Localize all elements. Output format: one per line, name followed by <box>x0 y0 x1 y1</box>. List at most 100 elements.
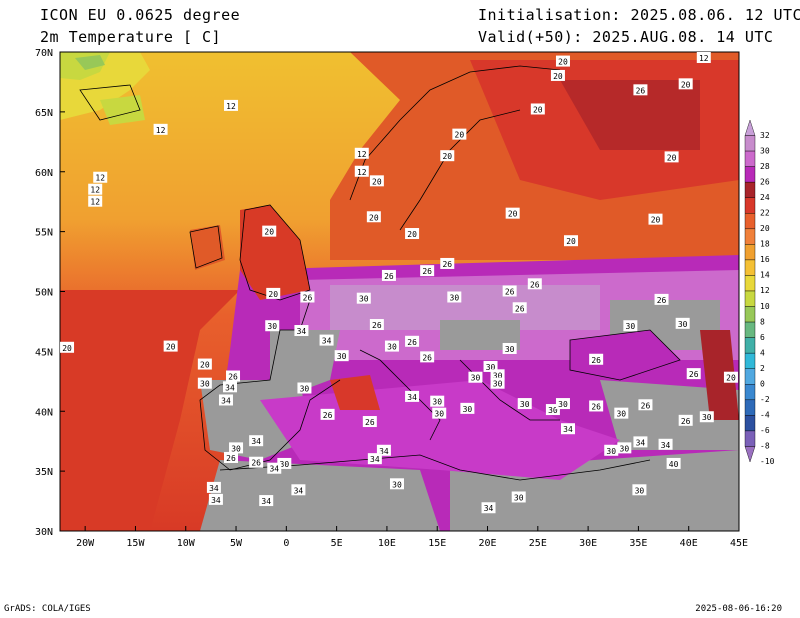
contour-label: 30 <box>623 320 638 332</box>
colorbar-label: 10 <box>760 302 770 311</box>
colorbar-swatch <box>744 213 756 230</box>
contour-label: 34 <box>294 325 309 337</box>
contour-label-box <box>262 225 277 237</box>
contour-label-box <box>265 320 280 332</box>
contour-label-text: 26 <box>422 267 432 276</box>
contour-label: 26 <box>678 414 693 426</box>
lon-label: 5E <box>331 538 343 549</box>
contour-label: 30 <box>604 444 619 456</box>
contour-label: 20 <box>266 287 281 299</box>
contour-label-text: 30 <box>450 293 460 302</box>
contour-label-box <box>675 317 690 329</box>
contour-label-box <box>224 99 239 111</box>
contour-label-box <box>249 435 264 447</box>
colorbar-label: 28 <box>760 162 770 171</box>
contour-label-text: 26 <box>228 373 238 382</box>
contour-label-box <box>696 51 711 63</box>
contour-label-text: 20 <box>372 177 382 186</box>
contour-label-text: 30 <box>432 398 442 407</box>
contour-label-text: 12 <box>95 174 105 183</box>
contour-label-text: 30 <box>463 405 473 414</box>
contour-label: 30 <box>511 491 526 503</box>
contour-label-box <box>376 444 391 456</box>
contour-label-text: 26 <box>226 454 236 463</box>
lon-label: 40E <box>680 538 698 549</box>
contour-label-text: 30 <box>300 384 310 393</box>
contour-label-box <box>555 398 570 410</box>
colorbar-label: 12 <box>760 286 770 295</box>
contour-label-text: 20 <box>667 153 677 162</box>
lat-label: 65N <box>35 108 53 119</box>
contour-label: 26 <box>589 400 604 412</box>
contour-label-text: 30 <box>616 410 626 419</box>
contour-label-box <box>632 484 647 496</box>
contour-label-text: 30 <box>434 410 444 419</box>
contour-label: 26 <box>405 335 420 347</box>
contour-label: 20 <box>664 151 679 163</box>
contour-label-text: 34 <box>636 438 646 447</box>
contour-label: 30 <box>502 342 517 354</box>
contour-label-box <box>197 377 212 389</box>
contour-label: 30 <box>483 360 498 372</box>
lat-label: 45N <box>35 347 53 358</box>
contour-label: 20 <box>648 213 663 225</box>
contour-label-box <box>589 400 604 412</box>
contour-label: 26 <box>362 416 377 428</box>
contour-label-text: 30 <box>520 400 530 409</box>
contour-label-box <box>614 407 629 419</box>
contour-label: 30 <box>197 377 212 389</box>
contour-label: 30 <box>517 398 532 410</box>
contour-label-text: 34 <box>563 425 573 434</box>
contour-label-text: 34 <box>209 484 219 493</box>
contour-label: 20 <box>550 69 565 81</box>
contour-label-box <box>249 456 264 468</box>
contour-label-text: 26 <box>591 356 601 365</box>
contour-label-text: 20 <box>553 72 563 81</box>
contour-label-text: 34 <box>322 337 332 346</box>
contour-label-box <box>420 351 435 363</box>
contour-label: 34 <box>376 444 391 456</box>
contour-label-box <box>291 484 306 496</box>
contour-label-text: 34 <box>294 486 304 495</box>
contour-label-text: 12 <box>90 198 100 207</box>
contour-label-box <box>654 293 669 305</box>
contour-label-box <box>88 183 103 195</box>
colorbar-swatch <box>744 337 756 354</box>
contour-label-box <box>381 269 396 281</box>
contour-label: 26 <box>638 399 653 411</box>
contour-label-box <box>206 481 221 493</box>
contour-label-box <box>564 235 579 247</box>
contour-label-text: 30 <box>359 295 369 304</box>
lat-label: 55N <box>35 228 53 239</box>
contour-label-text: 34 <box>370 455 380 464</box>
colorbar-swatch <box>744 430 756 447</box>
contour-label-text: 30 <box>635 486 645 495</box>
contour-label: 30 <box>699 411 714 423</box>
contour-label-text: 12 <box>156 126 166 135</box>
contour-label-box <box>153 123 168 135</box>
contour-label-text: 12 <box>90 186 100 195</box>
contour-label: 30 <box>490 377 505 389</box>
contour-label: 34 <box>259 495 274 507</box>
contour-label: 26 <box>440 257 455 269</box>
contour-label: 30 <box>277 457 292 469</box>
lon-label: 10W <box>177 538 196 549</box>
contour-label: 30 <box>265 320 280 332</box>
contour-label-box <box>648 213 663 225</box>
contour-label: 26 <box>420 265 435 277</box>
contour-label-box <box>294 325 309 337</box>
contour-label-box <box>633 436 648 448</box>
contour-label-text: 26 <box>636 86 646 95</box>
contour-label-box <box>468 371 483 383</box>
colorbar-label: 6 <box>760 333 765 342</box>
axis-labels: 70N 65N 60N 55N 50N 45N 40N 35N 30N 20W 15W 10W 5W 0 5… <box>35 48 748 549</box>
contour-label-box <box>334 350 349 362</box>
contour-labels: 12 12 12 12 12 12 12 12 20 20 26 20 20 20 20 20 20 20 20 20… <box>60 51 738 514</box>
contour-label-box <box>545 404 560 416</box>
contour-label-box <box>266 287 281 299</box>
colorbar-swatch <box>744 321 756 338</box>
contour-label-box <box>664 151 679 163</box>
contour-label-box <box>604 444 619 456</box>
contour-label: 34 <box>319 334 334 346</box>
contour-label: 12 <box>88 195 103 207</box>
